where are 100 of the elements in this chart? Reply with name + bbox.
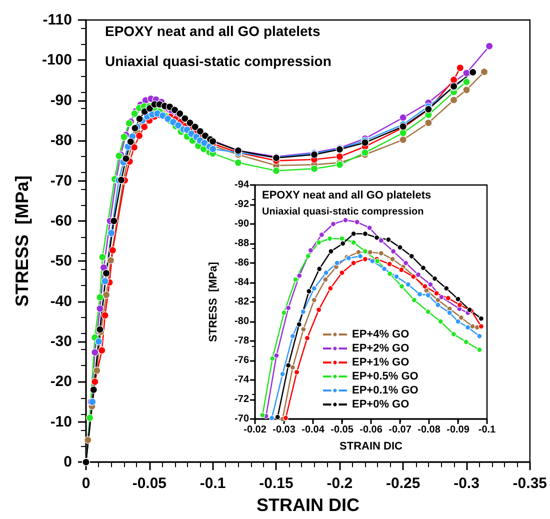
point xyxy=(462,86,470,94)
y-tick-label: -40 xyxy=(50,292,72,310)
point xyxy=(432,276,438,282)
point xyxy=(399,136,407,144)
x-tick-label: -0.03 xyxy=(272,424,296,436)
point xyxy=(191,123,199,131)
point xyxy=(405,282,411,288)
point xyxy=(476,333,482,339)
point xyxy=(350,240,356,246)
point xyxy=(94,338,102,346)
point xyxy=(108,229,116,237)
point xyxy=(170,106,179,114)
x-tick-label: -0.08 xyxy=(418,424,441,436)
point xyxy=(434,290,440,296)
y-axis-title: STRESS [MPa] xyxy=(12,176,32,307)
point xyxy=(415,272,422,278)
point xyxy=(476,346,482,353)
point xyxy=(334,260,340,266)
point xyxy=(280,371,286,377)
point xyxy=(425,292,431,298)
point xyxy=(91,348,99,356)
point xyxy=(281,310,287,316)
legend-label: EP+2% GO xyxy=(352,342,410,354)
point xyxy=(96,304,104,312)
point xyxy=(478,316,484,322)
text: Uniaxial quasi-static compression xyxy=(262,206,424,218)
point xyxy=(306,288,312,294)
point xyxy=(330,221,336,227)
text: Uniaxial quasi-static compression xyxy=(105,53,332,69)
y-tick-label: -82 xyxy=(234,296,250,308)
y-tick-label: -80 xyxy=(234,316,250,327)
legend-label: EP+0.1% GO xyxy=(352,384,419,396)
point xyxy=(424,119,432,127)
point xyxy=(398,267,404,273)
point xyxy=(438,294,444,300)
y-tick-label: -30 xyxy=(50,333,72,350)
x-tick-label: -0.15 xyxy=(259,475,294,492)
x-tick-label: -0.05 xyxy=(132,475,167,492)
x-tick-label: -0.05 xyxy=(330,424,354,436)
point xyxy=(135,132,144,140)
point xyxy=(378,238,384,244)
point xyxy=(357,253,364,259)
point xyxy=(101,277,109,286)
point xyxy=(328,286,334,292)
point xyxy=(444,286,450,292)
y-tick-label: -84 xyxy=(234,277,250,288)
point xyxy=(98,253,106,261)
y-axis-title: STRESS [MPa] xyxy=(208,262,220,342)
x-tick-label: -0.04 xyxy=(302,424,325,436)
y-tick-label: -50 xyxy=(50,252,72,270)
point xyxy=(90,386,98,394)
point xyxy=(304,335,310,341)
point xyxy=(397,244,403,250)
point xyxy=(130,144,138,152)
x-tick-label: -0.09 xyxy=(446,424,470,436)
point xyxy=(480,68,488,76)
point xyxy=(274,352,280,358)
point xyxy=(465,324,471,330)
point xyxy=(292,276,298,282)
y-tick-label: -10 xyxy=(50,413,72,430)
point xyxy=(300,308,306,315)
x-tick-label: -0.06 xyxy=(360,424,383,436)
point xyxy=(131,124,139,132)
point xyxy=(455,318,461,324)
point xyxy=(91,378,99,386)
y-tick-label: -70 xyxy=(234,414,250,424)
point xyxy=(445,295,451,301)
y-tick-label: -80 xyxy=(50,132,72,150)
point xyxy=(209,145,217,153)
point xyxy=(274,414,280,420)
point xyxy=(446,310,452,316)
point xyxy=(382,266,388,272)
y-tick-label: -86 xyxy=(234,258,250,268)
point xyxy=(462,69,470,77)
chart-title: EPOXY neat and all GO platelets xyxy=(105,23,320,39)
x-tick-label: -0.1 xyxy=(478,424,496,436)
point xyxy=(294,369,300,375)
point xyxy=(450,96,458,104)
legend-label: EP+0% GO xyxy=(352,398,410,410)
point xyxy=(108,246,116,254)
point xyxy=(300,326,306,332)
point xyxy=(462,78,470,86)
y-tick-label: -60 xyxy=(50,212,72,230)
point xyxy=(354,219,360,225)
point xyxy=(181,114,189,122)
point xyxy=(394,274,400,280)
point xyxy=(96,294,104,302)
x-tick-label: -0.25 xyxy=(386,475,420,492)
point xyxy=(403,260,409,266)
point xyxy=(370,258,376,264)
point xyxy=(420,265,426,271)
y-tick-label: -94 xyxy=(234,180,250,190)
point xyxy=(316,240,322,246)
point xyxy=(450,331,456,337)
point xyxy=(328,248,334,254)
point xyxy=(362,256,368,262)
x-tick-label: 0 xyxy=(82,475,90,492)
point xyxy=(96,326,104,334)
point xyxy=(366,225,372,231)
point xyxy=(84,436,92,444)
